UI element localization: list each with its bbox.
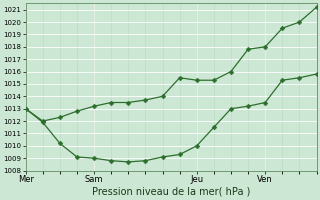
X-axis label: Pression niveau de la mer( hPa ): Pression niveau de la mer( hPa ) bbox=[92, 187, 250, 197]
